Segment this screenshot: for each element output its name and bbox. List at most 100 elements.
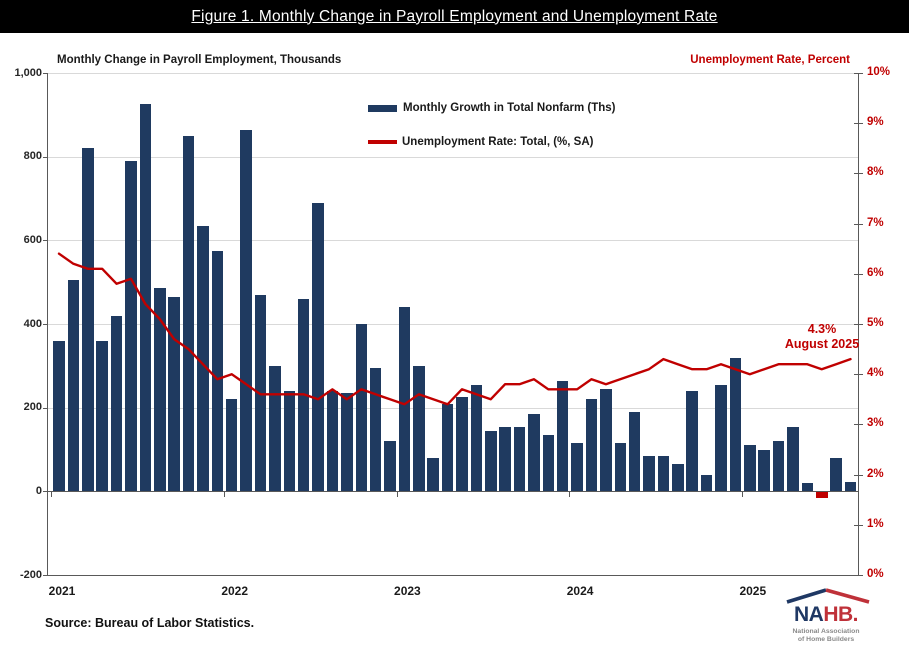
left-axis-tick — [43, 491, 48, 493]
payroll-bar — [53, 340, 65, 492]
right-axis-tick — [854, 123, 863, 125]
legend-bar-label: Monthly Growth in Total Nonfarm (Ths) — [403, 102, 616, 114]
left-axis-tick-label: 200 — [23, 401, 42, 414]
payroll-bar — [355, 324, 367, 492]
nahb-logo-text: NAHB. — [779, 603, 873, 626]
left-axis-tick-label: 800 — [23, 150, 42, 163]
left-axis-tick-label: 400 — [23, 317, 42, 330]
payroll-bar — [816, 492, 828, 498]
payroll-bar — [312, 202, 324, 492]
payroll-bar — [269, 365, 281, 492]
year-tick — [569, 491, 571, 498]
right-axis-tick-label: 4% — [867, 367, 884, 380]
payroll-bar — [456, 397, 468, 492]
payroll-bar — [67, 280, 80, 492]
payroll-bar — [154, 288, 166, 492]
annotation-month: August 2025 — [784, 337, 860, 351]
payroll-bar — [513, 426, 526, 492]
line-series-swatch-icon — [368, 140, 397, 144]
legend: Monthly Growth in Total Nonfarm (Ths) Un… — [368, 100, 616, 168]
payroll-bar — [139, 104, 152, 492]
nahb-logo: NAHB. National Association of Home Build… — [779, 586, 873, 643]
payroll-bar — [700, 474, 713, 492]
payroll-bar — [628, 411, 641, 492]
legend-item-line: Unemployment Rate: Total, (%, SA) — [368, 134, 616, 150]
right-axis-tick-label: 8% — [867, 166, 884, 179]
x-axis-zero-line — [48, 491, 858, 493]
right-axis-tick — [854, 273, 863, 275]
payroll-bar — [758, 449, 770, 492]
right-axis-tick-label: 0% — [867, 568, 884, 580]
payroll-bar — [801, 483, 814, 492]
payroll-bar — [672, 464, 684, 492]
plot-bottom-border — [48, 575, 858, 576]
nahb-roof-icon — [786, 588, 870, 604]
payroll-bar — [197, 225, 209, 492]
right-axis-title: Unemployment Rate, Percent — [690, 54, 850, 66]
nahb-logo-na: NA — [793, 603, 824, 626]
x-axis-year-label: 2025 — [739, 584, 767, 598]
payroll-bar — [485, 430, 497, 492]
right-axis-tick — [854, 424, 863, 426]
left-axis-title: Monthly Change in Payroll Employment, Th… — [57, 54, 342, 66]
legend-line-label: Unemployment Rate: Total, (%, SA) — [402, 136, 594, 148]
right-axis-tick — [854, 474, 863, 476]
left-axis-tick-label: 0 — [35, 484, 42, 497]
payroll-bar — [571, 443, 583, 492]
left-axis-tick-label: 600 — [23, 233, 42, 246]
year-tick — [396, 491, 398, 498]
annotation-rate: 4.3% — [807, 322, 837, 336]
payroll-bar — [470, 384, 483, 492]
payroll-bar — [326, 390, 339, 492]
payroll-bar — [168, 296, 180, 492]
right-axis-tick-label: 1% — [867, 517, 884, 530]
payroll-bar — [556, 380, 569, 492]
right-axis-tick — [854, 73, 863, 74]
left-axis-tick — [43, 407, 48, 409]
right-axis-tick — [854, 374, 863, 376]
payroll-bar — [744, 445, 756, 492]
title-banner: Figure 1. Monthly Change in Payroll Empl… — [0, 0, 909, 33]
left-axis-tick — [43, 575, 48, 576]
right-axis-tick-label: 7% — [867, 216, 884, 229]
right-axis-tick-label: 5% — [867, 317, 884, 329]
left-axis-tick — [43, 240, 48, 242]
x-axis-year-label: 2021 — [48, 584, 76, 598]
payroll-bar — [772, 441, 785, 492]
right-axis-tick — [854, 173, 863, 175]
payroll-bar — [211, 250, 223, 492]
legend-item-bars: Monthly Growth in Total Nonfarm (Ths) — [368, 100, 616, 116]
payroll-bar — [427, 457, 439, 492]
left-axis-tick — [43, 73, 48, 74]
payroll-bar — [369, 367, 382, 492]
figure-title: Figure 1. Monthly Change in Payroll Empl… — [191, 7, 718, 25]
plot-top-border — [48, 73, 858, 74]
left-axis-tick-label: 1,000 — [14, 66, 42, 79]
nahb-logo-subtitle: National Association of Home Builders — [792, 628, 860, 643]
payroll-bar — [528, 413, 540, 492]
year-tick — [742, 491, 744, 498]
payroll-bar — [686, 390, 698, 492]
right-axis-tick-label: 9% — [867, 116, 884, 129]
payroll-bar — [787, 426, 799, 492]
payroll-bar — [125, 160, 137, 492]
payroll-bar — [585, 399, 598, 492]
right-axis-tick — [854, 575, 863, 576]
right-axis-tick — [854, 524, 863, 526]
payroll-bar — [110, 315, 123, 492]
right-axis-tick — [854, 223, 863, 225]
payroll-bar — [297, 298, 310, 492]
left-axis-tick-label: -200 — [19, 568, 42, 581]
payroll-bar — [254, 294, 267, 492]
payroll-bar — [830, 458, 842, 492]
source-note: Source: Bureau of Labor Statistics. — [45, 616, 255, 630]
right-axis-tick-label: 2% — [867, 467, 884, 480]
payroll-bar — [182, 135, 195, 492]
left-axis-tick — [43, 324, 48, 325]
payroll-bar — [341, 393, 353, 492]
payroll-bar — [441, 403, 454, 492]
payroll-bar — [844, 482, 857, 492]
payroll-bar — [384, 441, 396, 492]
payroll-bar — [499, 426, 511, 492]
gridline — [48, 240, 858, 242]
